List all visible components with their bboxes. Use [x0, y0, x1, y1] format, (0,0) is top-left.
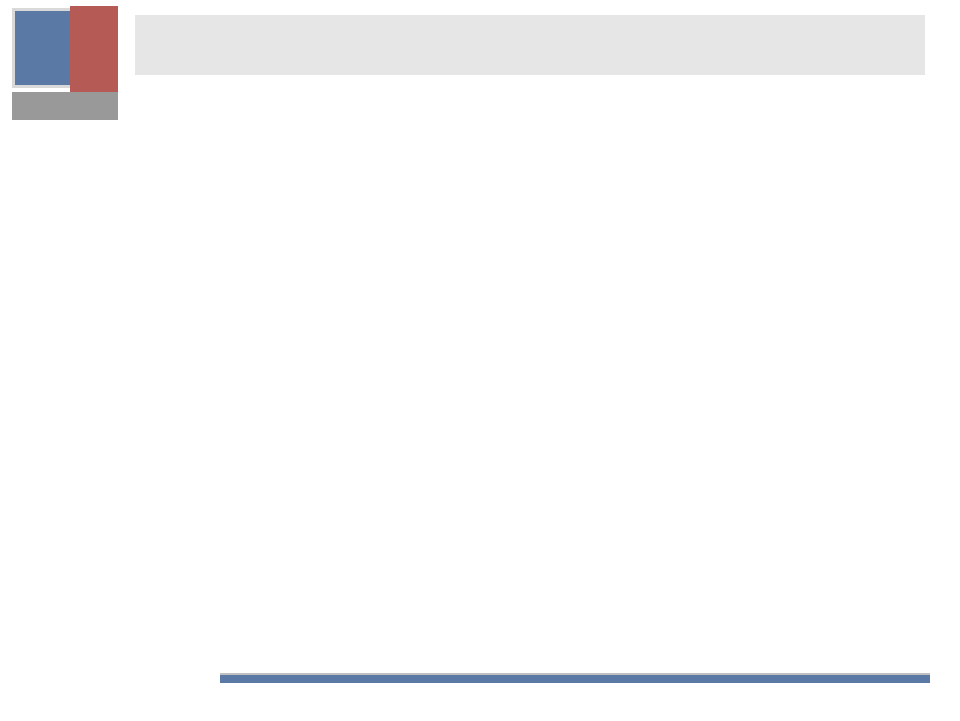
header-sovellusoliot: [250, 80, 410, 104]
header-liiketoimintaoliot: [440, 80, 660, 104]
column-headers: [0, 80, 960, 140]
slide-title: [135, 15, 925, 75]
footer-divider: [220, 673, 930, 683]
slide: [0, 0, 960, 721]
label-sovelluspalvelimet: [490, 590, 670, 612]
label-edusta: [275, 590, 435, 612]
label-tyoasemat: [110, 590, 270, 612]
header-talletetut: [720, 80, 900, 104]
label-tietokantapalvelimet: [745, 590, 945, 612]
